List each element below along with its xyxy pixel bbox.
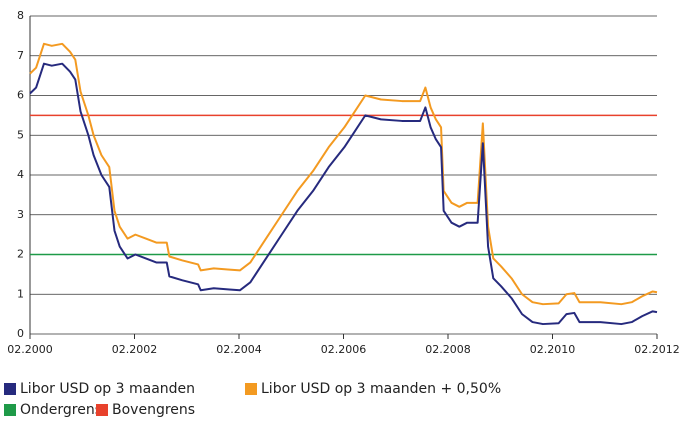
legend-label: Ondergrens — [20, 402, 102, 418]
series-line — [29, 62, 658, 326]
y-tick-label: 4 — [17, 168, 24, 181]
x-tick-label: 02.2010 — [530, 343, 576, 356]
x-tick-label: 02.2006 — [321, 343, 367, 356]
x-tick-label: 02.2004 — [216, 343, 262, 356]
x-tick-label: 02.2002 — [112, 343, 158, 356]
y-tick-label: 6 — [17, 89, 24, 102]
x-tick-label: 02.2008 — [425, 343, 471, 356]
legend-label: Libor USD op 3 maanden — [20, 381, 195, 397]
series-line — [29, 42, 658, 306]
x-tick-label: 02.2000 — [7, 343, 53, 356]
legend-label: Bovengrens — [112, 402, 195, 418]
legend-swatch — [4, 404, 16, 416]
y-tick-label: 5 — [17, 128, 24, 141]
legend-swatch — [245, 383, 257, 395]
y-tick-label: 8 — [17, 9, 24, 22]
legend-swatch — [4, 383, 16, 395]
y-tick-label: 0 — [17, 327, 24, 340]
legend-swatch — [96, 404, 108, 416]
y-tick-label: 7 — [17, 49, 24, 62]
y-tick-label: 2 — [17, 248, 24, 261]
y-tick-label: 1 — [17, 287, 24, 300]
legend-label: Libor USD op 3 maanden + 0,50% — [261, 381, 501, 397]
x-tick-label: 02.2012 — [634, 343, 680, 356]
y-tick-label: 3 — [17, 208, 24, 221]
